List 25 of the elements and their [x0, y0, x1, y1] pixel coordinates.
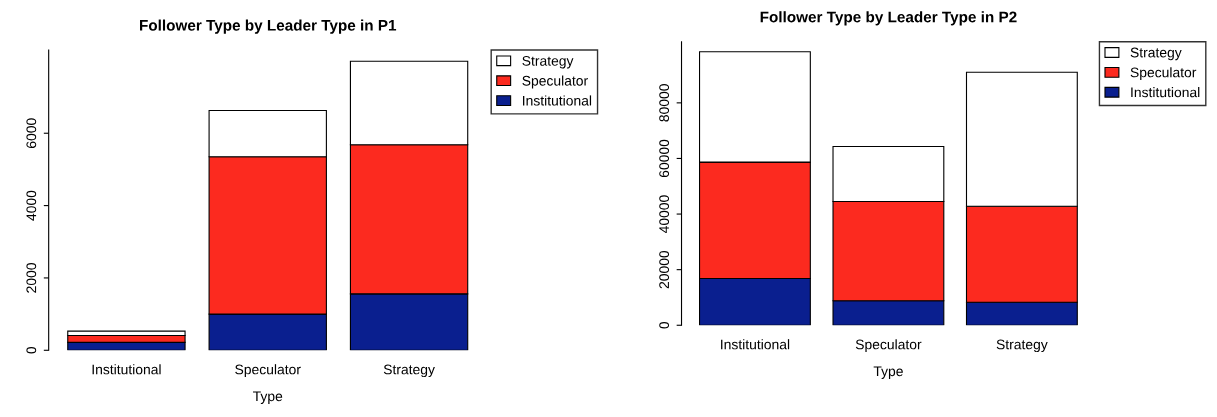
x-axis-title: Type	[253, 391, 283, 404]
x-tick-label: Institutional	[92, 364, 161, 375]
x-tick-label: Strategy	[996, 339, 1048, 353]
y-tick-label: 0	[26, 346, 37, 354]
y-tick-label: 0	[659, 321, 670, 329]
y-tick-label: 20000	[659, 250, 670, 289]
x-axis-title: Type	[873, 366, 903, 379]
y-tick-label: 60000	[659, 139, 670, 178]
legend-label: Speculator	[1130, 67, 1197, 81]
y-tick-label: 2000	[26, 263, 37, 293]
y-tick-label: 80000	[659, 84, 670, 122]
x-tick-label: Speculator	[235, 364, 301, 378]
x-tick-label: Strategy	[383, 364, 435, 378]
x-tick-label: Speculator	[855, 339, 922, 353]
y-tick-label: 40000	[659, 195, 670, 234]
legend-label: Strategy	[1130, 47, 1182, 61]
legend-label: Institutional	[523, 95, 592, 106]
y-tick-label: 4000	[26, 190, 37, 221]
chart-title: Follower Type by Leader Type in P2	[760, 11, 1017, 26]
legend-label: Strategy	[522, 55, 574, 69]
y-tick-label: 6000	[26, 118, 37, 148]
chart-title: Follower Type by Leader Type in P1	[140, 19, 397, 34]
legend-label: Speculator	[522, 75, 588, 89]
legend-label: Institutional	[1131, 87, 1200, 98]
x-tick-label: Institutional	[721, 339, 790, 350]
